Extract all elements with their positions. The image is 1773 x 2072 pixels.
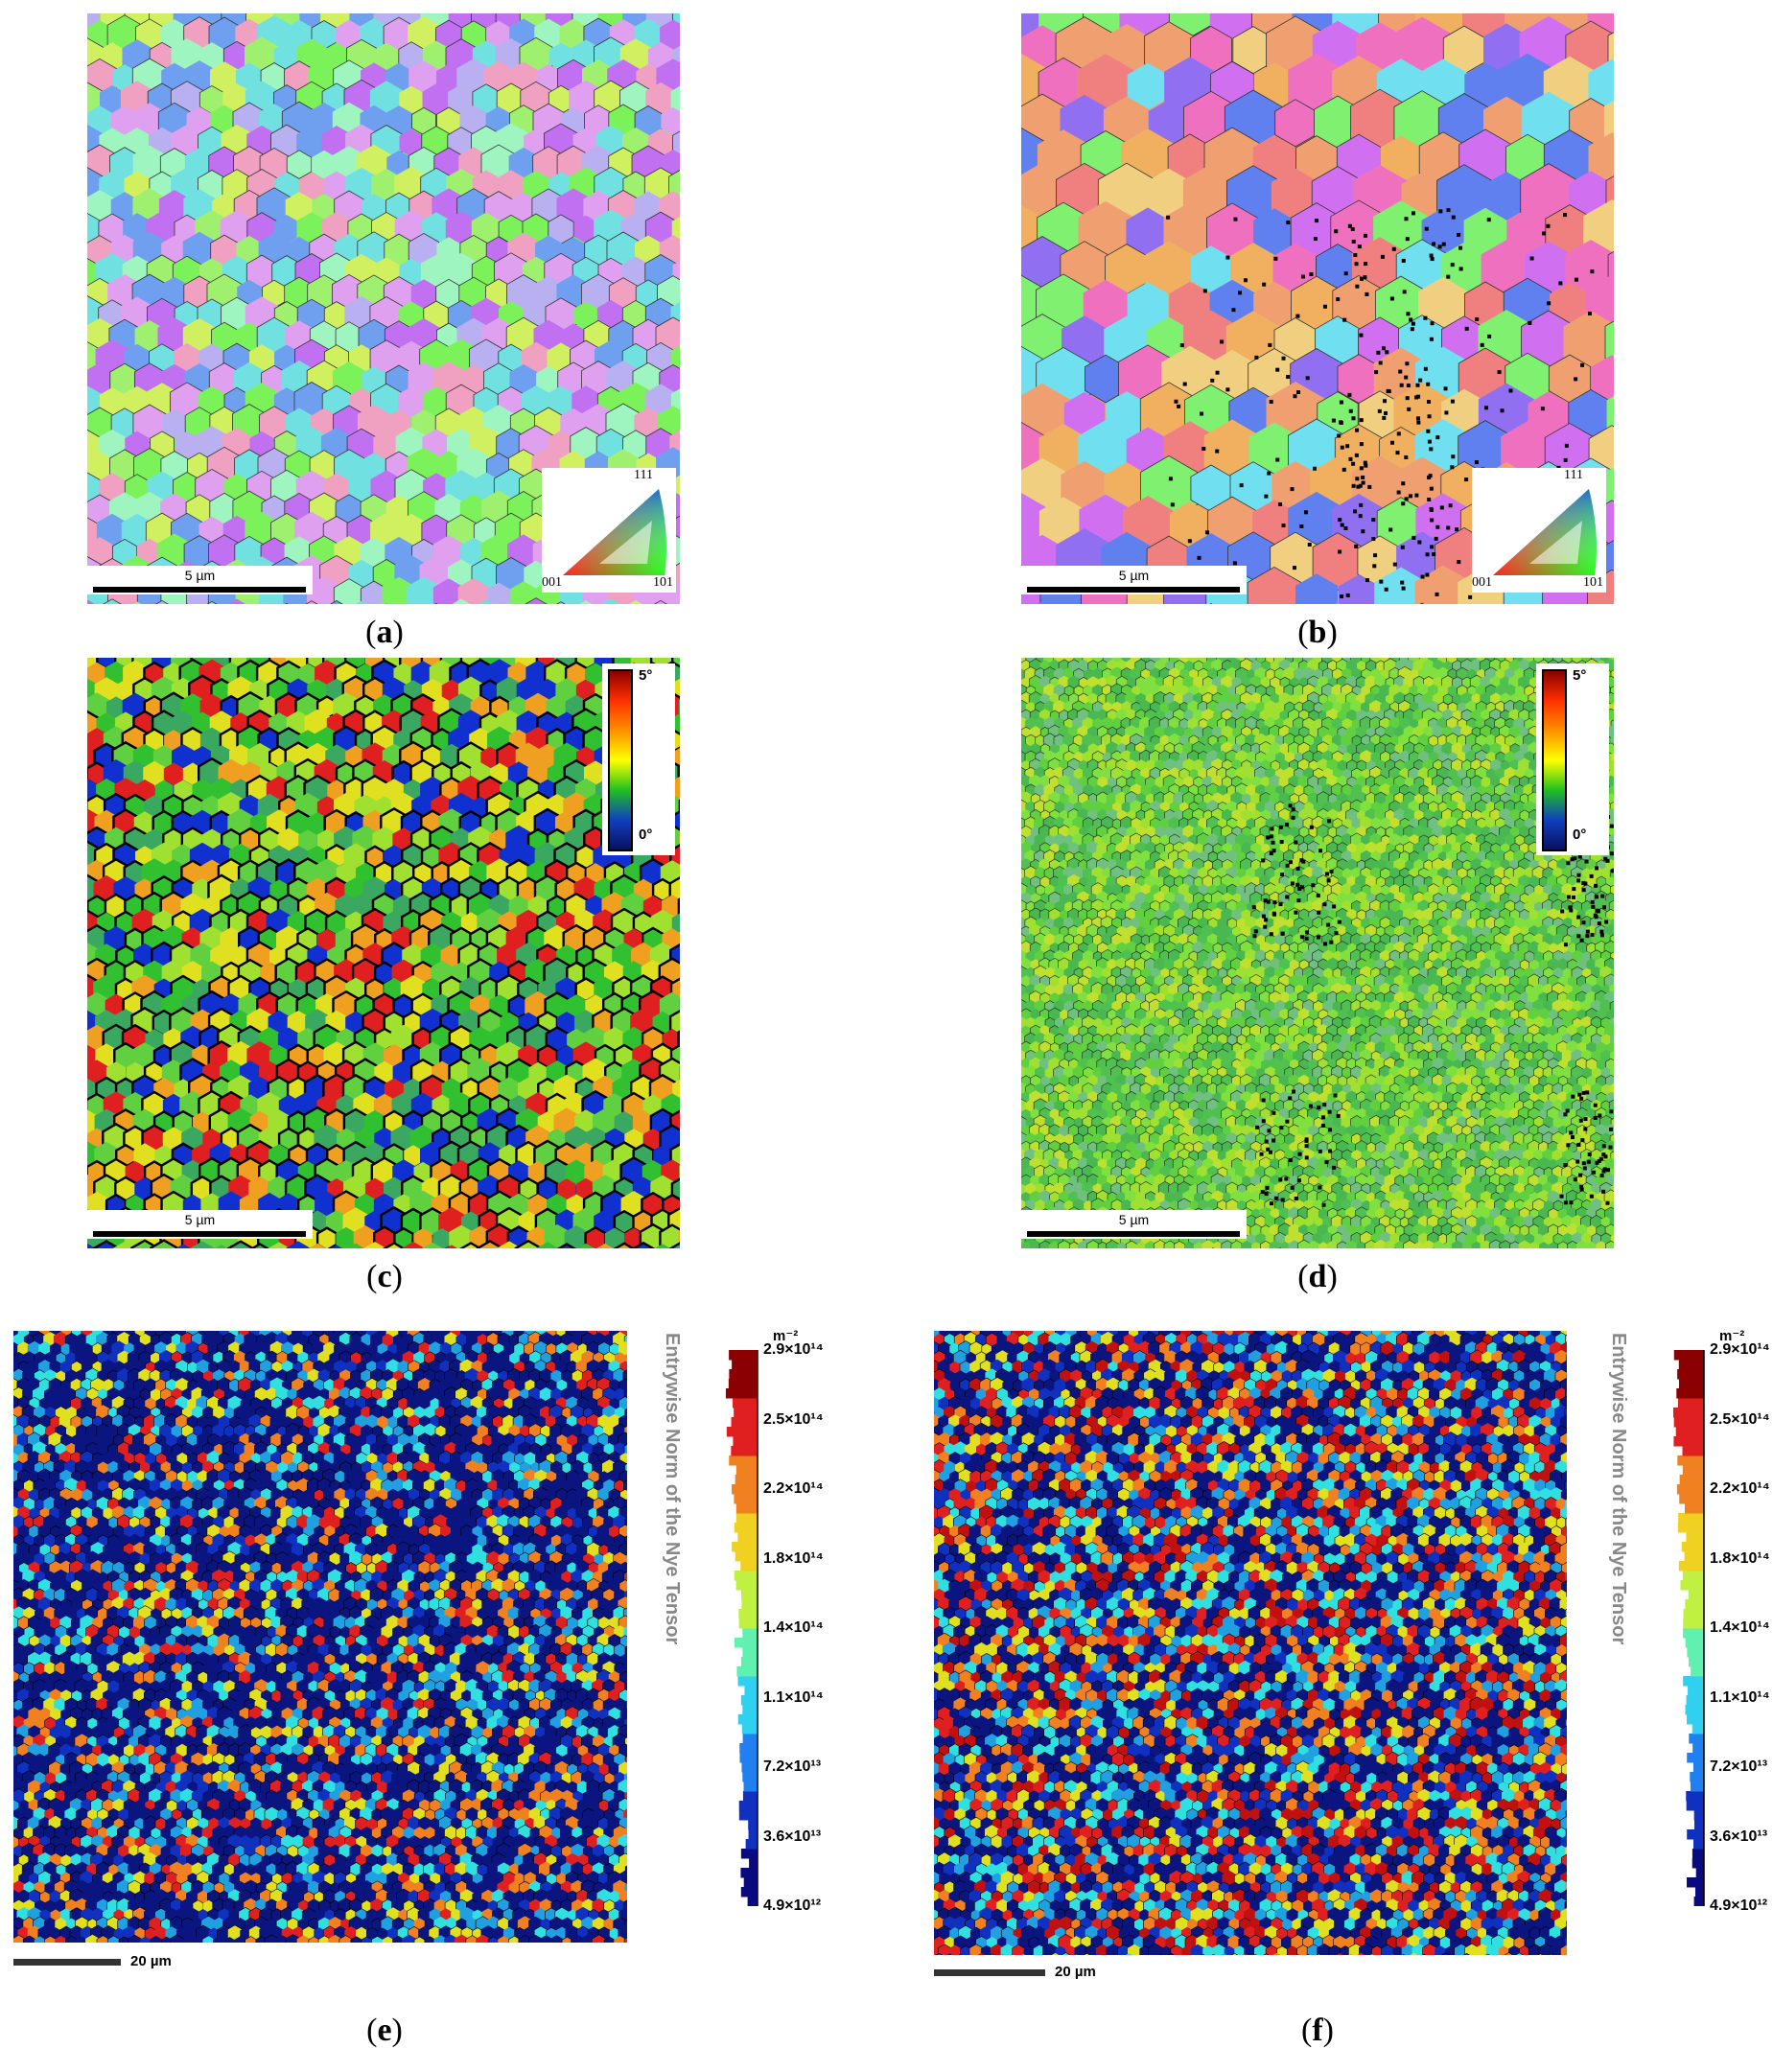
scalebar-d: 5 µm bbox=[1021, 1210, 1247, 1239]
caption-a: (a) bbox=[365, 615, 404, 650]
ipf-label-top: 111 bbox=[1564, 468, 1583, 482]
nye-tick-label: 2.5×10¹⁴ bbox=[763, 1410, 824, 1428]
nye-colorbar-f: m⁻² 2.9×10¹⁴ 2.5×10¹⁴ 2.2×10¹⁴ 1.8×10¹⁴ 1.4×1… bbox=[1633, 1328, 1770, 1914]
ipf-label-left: 001 bbox=[542, 575, 562, 590]
nye-tick-label: 2.2×10¹⁴ bbox=[1710, 1480, 1770, 1497]
nye-colorbar-histogram bbox=[725, 1350, 758, 1906]
scalebar-e: 20 µm bbox=[13, 1953, 205, 1978]
nye-unit-label: m⁻² bbox=[773, 1328, 799, 1344]
nye-tick-label: 7.2×10¹³ bbox=[763, 1758, 822, 1775]
nye-map-e bbox=[13, 1331, 627, 1943]
ipf-label-left: 001 bbox=[1472, 575, 1492, 590]
misorientation-legend-c: 5° 0° bbox=[602, 664, 675, 855]
scalebar-f: 20 µm bbox=[934, 1964, 1126, 1989]
nye-tick-label: 3.6×10¹³ bbox=[763, 1828, 822, 1845]
caption-e: (e) bbox=[366, 2013, 403, 2048]
misorientation-legend-d: 5° 0° bbox=[1536, 664, 1609, 855]
nye-tick-label: 1.8×10¹⁴ bbox=[763, 1549, 824, 1567]
nye-tick-label: 1.1×10¹⁴ bbox=[763, 1688, 824, 1706]
misorientation-map-d bbox=[1021, 658, 1614, 1248]
scalebar-a: 5 µm bbox=[87, 566, 313, 594]
nye-map-f bbox=[934, 1331, 1567, 1955]
ipf-triangle-icon bbox=[563, 489, 666, 575]
nye-colorbar-e: m⁻² 2.9×10¹⁴ 2.5×10¹⁴ 2.2×10¹⁴ 1.8×10¹⁴ 1.4×1… bbox=[687, 1328, 824, 1914]
nye-axis-title-e: Entrywise Norm of the Nye Tensor bbox=[662, 1333, 683, 1645]
nye-tick-label: 4.9×10¹² bbox=[763, 1897, 822, 1914]
nye-colorbar-histogram bbox=[1672, 1350, 1705, 1906]
caption-f: (f) bbox=[1301, 2013, 1334, 2048]
nye-unit-label: m⁻² bbox=[1719, 1328, 1745, 1344]
ipf-key-a: 111 001 101 bbox=[542, 468, 676, 593]
caption-d: (d) bbox=[1297, 1259, 1338, 1294]
caption-c: (c) bbox=[366, 1259, 403, 1294]
nye-tick-label: 3.6×10¹³ bbox=[1710, 1828, 1768, 1845]
nye-tick-label: 2.5×10¹⁴ bbox=[1710, 1410, 1770, 1428]
nye-tick-label: 2.9×10¹⁴ bbox=[763, 1341, 824, 1358]
nye-tick-label: 1.4×10¹⁴ bbox=[1710, 1619, 1770, 1636]
nye-tick-label: 1.4×10¹⁴ bbox=[763, 1619, 824, 1636]
ipf-label-top: 111 bbox=[634, 468, 653, 482]
ipf-label-right: 101 bbox=[653, 575, 673, 590]
nye-tick-label: 2.2×10¹⁴ bbox=[763, 1480, 824, 1497]
scalebar-b: 5 µm bbox=[1021, 566, 1247, 594]
caption-b: (b) bbox=[1297, 615, 1338, 650]
ipf-triangle-icon bbox=[1493, 489, 1597, 575]
nye-tick-label: 2.9×10¹⁴ bbox=[1710, 1341, 1770, 1358]
nye-tick-label: 1.8×10¹⁴ bbox=[1710, 1549, 1770, 1567]
scalebar-c: 5 µm bbox=[87, 1210, 313, 1239]
ipf-label-right: 101 bbox=[1583, 575, 1603, 590]
nye-tick-label: 7.2×10¹³ bbox=[1710, 1758, 1768, 1775]
nye-tick-label: 4.9×10¹² bbox=[1710, 1897, 1768, 1914]
misorientation-map-c bbox=[87, 658, 680, 1248]
nye-axis-title-f: Entrywise Norm of the Nye Tensor bbox=[1608, 1333, 1629, 1645]
ipf-key-b: 111 001 101 bbox=[1472, 468, 1606, 593]
nye-tick-label: 1.1×10¹⁴ bbox=[1710, 1688, 1770, 1706]
